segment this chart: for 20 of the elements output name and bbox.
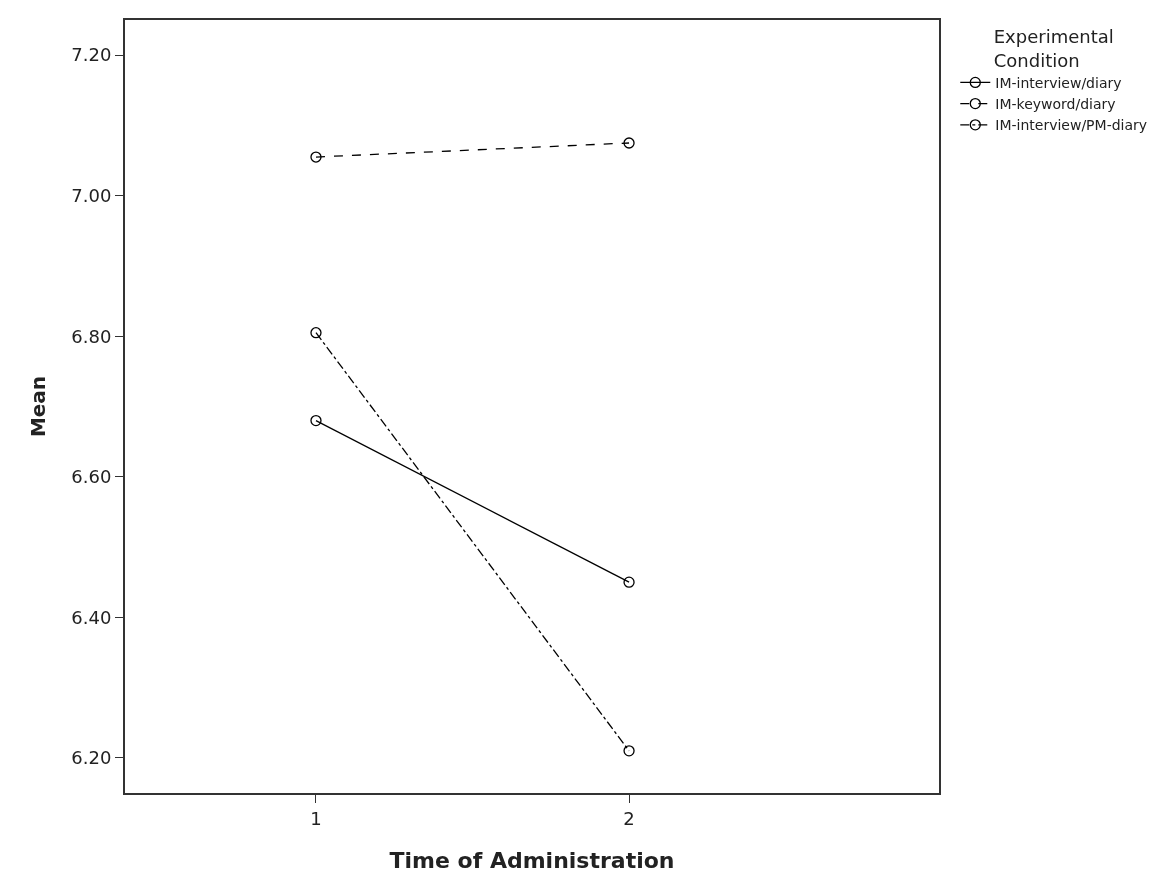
- y-tick-label: 6.20: [71, 747, 112, 769]
- y-tick-label: 6.60: [71, 466, 112, 488]
- x-tick-label: 2: [623, 807, 635, 829]
- point: [310, 414, 322, 427]
- legend-label: IM-interview/diary: [995, 74, 1122, 91]
- y-axis-title: Mean: [26, 375, 51, 438]
- point: [310, 327, 322, 339]
- y-tick-label: 6.40: [71, 606, 112, 628]
- point: [623, 745, 635, 757]
- point: [623, 576, 635, 588]
- x-tick-label: 1: [310, 807, 322, 829]
- legend-title: Experimental Condition: [993, 26, 1114, 71]
- y-tick-label: 7.20: [71, 44, 112, 66]
- y-tick-label: 6.80: [71, 325, 112, 347]
- legend-label: IM-keyword/diary: [995, 96, 1116, 113]
- legend-label: IM-interview/PM-diary: [995, 117, 1148, 134]
- point: [310, 151, 322, 163]
- point: [623, 137, 635, 149]
- y-tick-label: 7.00: [71, 184, 112, 206]
- x-axis-title: Time of Administration: [389, 848, 675, 873]
